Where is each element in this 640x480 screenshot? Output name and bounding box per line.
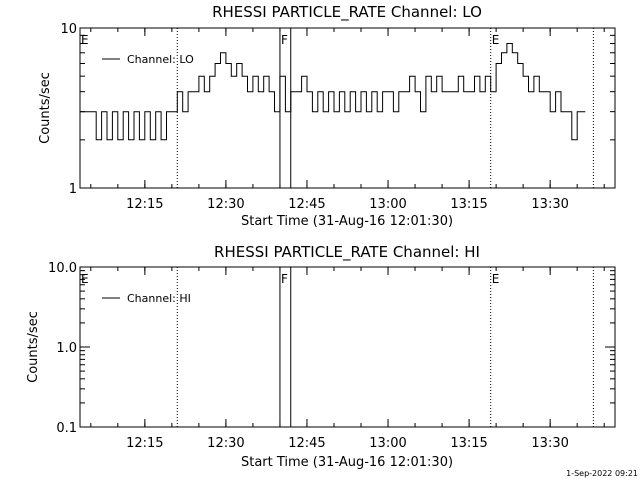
panel-hi-xlabel: Start Time (31-Aug-16 12:01:30) [241,455,453,470]
plot-frame [79,27,616,189]
series-line [80,43,586,141]
panel-hi-ylabel: Counts/sec [26,311,41,383]
event-marker-label: E [81,272,89,286]
x-tick-label: 13:00 [369,436,406,451]
x-tick-label: 12:30 [207,436,244,451]
panel-lo: RHESSI PARTICLE_RATE Channel: LO 12:15 12… [38,3,616,229]
y-tick-label: 1 [69,182,77,197]
panel-lo-ylabel: Counts/sec [38,72,53,144]
panel-hi-plot: 12:15 12:30 12:45 13:00 13:15 13:30 0.1 1.0 10.0… [48,261,616,451]
event-marker-label: E [492,33,500,47]
event-marker-label: E [81,33,89,47]
panel-lo-title: RHESSI PARTICLE_RATE Channel: LO [212,3,482,22]
y-tick-label: 0.1 [56,421,77,436]
panel-hi-title: RHESSI PARTICLE_RATE Channel: HI [214,243,480,262]
x-tick-label: 12:45 [288,436,325,451]
x-tick-label: 12:45 [288,197,325,212]
x-tick-label: 13:15 [450,197,487,212]
x-tick-label: 12:30 [207,197,244,212]
legend-label: Channel: LO [127,53,194,66]
legend-label: Channel: HI [127,292,191,305]
y-tick-label: 1.0 [56,341,77,356]
y-tick-label: 10 [60,22,77,37]
event-marker-label: F [281,33,288,47]
x-tick-label: 13:30 [531,197,568,212]
y-tick-label: 10.0 [48,261,77,276]
event-marker-label: E [492,272,500,286]
panel-lo-xlabel: Start Time (31-Aug-16 12:01:30) [241,214,453,229]
panel-hi: RHESSI PARTICLE_RATE Channel: HI 12:15 12… [26,243,616,470]
x-tick-label: 12:15 [126,197,163,212]
footer-timestamp: 1-Sep-2022 09:21 [566,469,638,478]
x-tick-label: 13:00 [369,197,406,212]
x-tick-label: 13:15 [450,436,487,451]
x-tick-label: 12:15 [126,436,163,451]
x-tick-label: 13:30 [531,436,568,451]
panel-lo-plot: 12:15 12:30 12:45 13:00 13:15 13:30 1 10 E F E Chan… [60,22,616,212]
event-marker-label: F [281,272,288,286]
